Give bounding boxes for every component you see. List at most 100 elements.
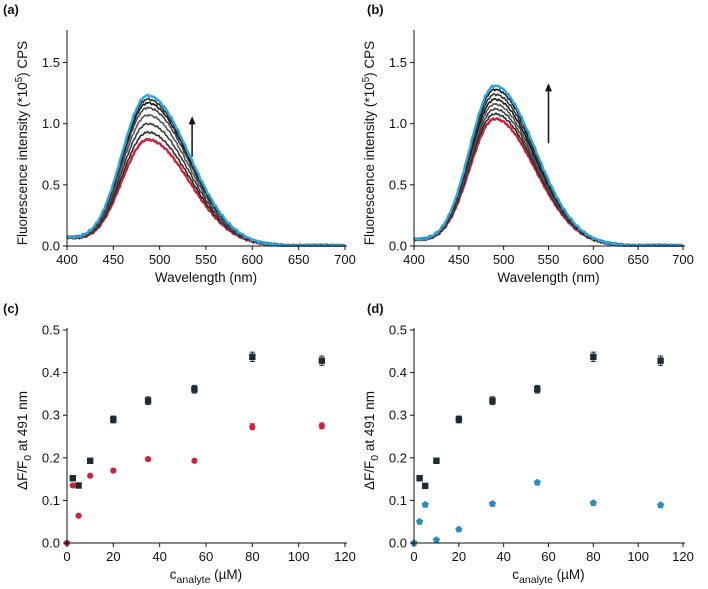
x-axis-title: Wavelength (nm): [155, 270, 257, 285]
y-tick-label: 0.5: [42, 177, 60, 192]
y-tick-label: 0.5: [389, 323, 407, 338]
y-axis-title: Fluorescence intensity (*105) CPS: [361, 41, 377, 245]
y-axis-title-main: ΔF/F: [15, 461, 30, 490]
data-point-circle: [110, 467, 117, 474]
spectrum-step-6: [66, 97, 346, 247]
x-tick-label: 40: [496, 549, 510, 564]
y-tick-label: 0.4: [42, 365, 60, 380]
x-axis-title-main: c: [170, 567, 177, 582]
y-axis-title-rest: at 491 nm: [15, 391, 30, 455]
data-point-pentagon: [533, 478, 541, 486]
panel-1-axes: (b) 400 450 500 550 600 650 700 0.0 0.5 1.0 1.5 Wave…: [361, 2, 694, 285]
y-axis-title-main: ΔF/F: [362, 461, 377, 490]
y-axis-title: ΔF/F0 at 491 nm: [362, 391, 381, 490]
spectrum-final: [413, 84, 684, 247]
data-point-pentagon: [432, 536, 440, 544]
y-axis-title-main: Fluorescence intensity (*10: [362, 82, 377, 245]
x-tick-label: 650: [288, 252, 310, 267]
x-tick-label: 400: [403, 252, 425, 267]
y-axis-title-sup: 5: [361, 76, 372, 82]
data-point-circle: [69, 482, 76, 489]
x-tick-label: 20: [452, 549, 466, 564]
data-point-square: [249, 353, 256, 361]
panel-label: (a): [3, 2, 19, 17]
data-point-square: [191, 386, 198, 393]
x-tick-label: 60: [541, 549, 555, 564]
y-axis-title-sub: 0: [22, 455, 34, 461]
x-axis-title-main: c: [512, 567, 519, 582]
x-tick-label: 120: [672, 549, 694, 564]
y-tick-label: 0.0: [42, 239, 60, 254]
trend-arrow-head: [545, 83, 552, 92]
data-point-circle: [249, 423, 256, 430]
data-point-square: [657, 357, 664, 364]
x-axis-title: Wavelength (nm): [497, 270, 599, 285]
data-point-circle: [75, 512, 82, 519]
x-axis-title-unit: (µM): [210, 567, 242, 582]
spectrum-final: [66, 93, 346, 247]
panel-1-spectra: [413, 83, 684, 247]
y-axis-title-rest: at 491 nm: [362, 391, 377, 455]
y-tick-label: 0.5: [389, 177, 407, 192]
spectrum-step-5: [66, 101, 346, 247]
data-point-square: [86, 457, 94, 464]
x-tick-label: 100: [627, 549, 649, 564]
x-tick-label: 0: [63, 549, 70, 564]
data-point-square: [590, 353, 597, 361]
panel-label: (c): [3, 301, 19, 316]
x-tick-label: 500: [493, 252, 515, 267]
y-tick-label: 0.1: [42, 493, 60, 508]
x-tick-label: 700: [334, 252, 356, 267]
data-point-square: [422, 482, 429, 490]
data-point-circle: [191, 457, 198, 464]
data-point-square: [75, 482, 82, 489]
y-axis-title-sub: 0: [369, 455, 381, 461]
panel-3-axes: (d) 0 20 40 60 80 100 120 0.0 0.1 0.2 0.3 0.4 0.5 cana…: [362, 301, 694, 586]
x-tick-label: 450: [102, 252, 124, 267]
data-point-pentagon: [589, 499, 597, 506]
x-tick-label: 500: [149, 252, 171, 267]
y-axis-title-rest: ) CPS: [15, 41, 30, 77]
y-tick-label: 0.3: [42, 408, 60, 423]
x-tick-label: 40: [152, 549, 166, 564]
y-tick-label: 1.5: [389, 55, 407, 70]
x-axis-title-sub: analyte: [519, 574, 553, 586]
y-axis-title-main: Fluorescence intensity (*10: [15, 82, 30, 245]
data-point-square: [534, 386, 541, 393]
data-point-square: [433, 457, 440, 464]
y-tick-label: 0.4: [389, 365, 407, 380]
y-tick-label: 1.5: [42, 55, 60, 70]
y-tick-label: 0.0: [389, 536, 407, 551]
panel-2-points: [63, 351, 326, 547]
axis-lines: [66, 328, 347, 544]
data-point-square: [455, 416, 463, 423]
data-point-circle: [318, 422, 325, 429]
y-tick-label: 0.2: [389, 450, 407, 465]
data-point-circle: [144, 455, 152, 463]
y-tick-label: 1.0: [42, 116, 60, 131]
x-tick-label: 450: [448, 252, 470, 267]
x-tick-label: 0: [410, 549, 417, 564]
x-tick-label: 20: [106, 549, 120, 564]
x-tick-label: 400: [56, 252, 78, 267]
x-axis-title: canalyte (µM): [170, 567, 242, 586]
panel-label: (b): [367, 2, 384, 17]
data-point-pentagon: [455, 525, 463, 533]
data-point-pentagon: [657, 501, 665, 509]
axis-lines: [413, 30, 685, 247]
x-tick-label: 100: [288, 549, 310, 564]
axis-lines: [413, 328, 685, 544]
x-tick-label: 550: [195, 252, 217, 267]
data-point-pentagon: [416, 517, 424, 525]
x-axis-title: canalyte (µM): [512, 567, 584, 586]
x-tick-label: 700: [672, 252, 694, 267]
data-point-square: [489, 397, 496, 404]
panel-0-axes: (a) 400 450 500 550 600 650 700 0.0 0.5 1.0 1.5 Wave…: [3, 2, 356, 285]
trend-arrow-head: [188, 116, 196, 125]
x-tick-label: 550: [538, 252, 560, 267]
x-tick-label: 60: [199, 549, 213, 564]
y-axis-title: ΔF/F0 at 491 nm: [15, 391, 34, 490]
data-point-circle: [87, 472, 94, 479]
